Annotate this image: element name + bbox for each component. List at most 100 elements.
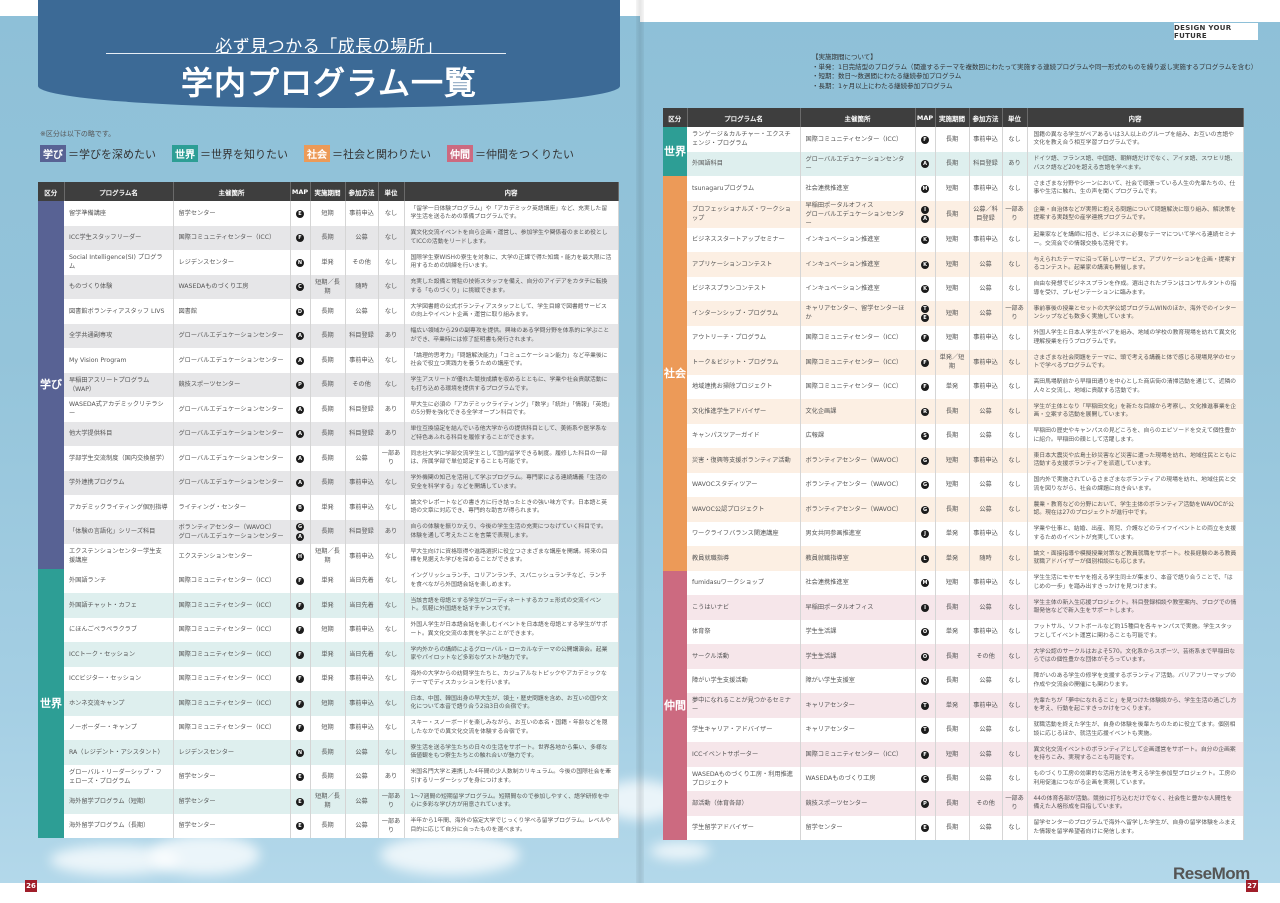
credit: なし	[1002, 570, 1028, 595]
page-title: 学内プログラム一覧	[180, 64, 478, 102]
credit: なし	[378, 568, 405, 593]
program-description: 学業や仕事と、結婚、出産、育児、介護などのライフイベントとの両立を支援するための…	[1027, 521, 1244, 546]
map-marker: F	[290, 225, 311, 250]
table-row: WASEDA式アカデミックリテラシー グローバルエデュケーションセンター A 長期 科目…	[38, 397, 619, 422]
program-description: 高田馬場駅前から早稲田通りを中心とした商店街の清掃活動を通じて、近隣の人々と交流…	[1027, 374, 1244, 399]
program-description: 早大生に必須の「アカデミックライティング」「数学」「統計」「情報」「英語」の5分…	[404, 397, 619, 422]
join-method: 事前申込	[969, 176, 1003, 201]
credit: なし	[378, 666, 405, 691]
legend-item-shakai: 社会 ＝社会と関わりたい	[304, 145, 431, 162]
map-location-icon: T	[921, 726, 929, 734]
program-description: 自由な発想でビジネスプランを作成。選出されたプランはコンサルタントの指導を受け、…	[1027, 276, 1244, 301]
map-marker: M	[915, 570, 936, 595]
program-description: 自らの体験を振りかえり、今後の学生生活の充実につなげていく科目です。体験を通して…	[404, 519, 619, 544]
map-marker: GA	[290, 519, 311, 544]
table-row: WAVOCスタディツアー ボランティアセンター（WAVOC） G 短期 公募 なし 国内外で…	[663, 472, 1244, 497]
host-office: キャリアセンター	[800, 717, 916, 742]
join-method: 事前申込	[969, 374, 1003, 399]
program-description: さまざまな社会問題をテーマに、頭で考える講義と体で感じる現場見学のセットで学べる…	[1027, 350, 1244, 375]
program-name: アウトリーチ・プログラム	[687, 325, 801, 350]
join-method: 公募	[969, 717, 1003, 742]
top-margin-right	[640, 0, 1280, 22]
map-marker: N	[290, 250, 311, 275]
table-row: 外国語科目 グローバルエデュケーションセンター A 長期 科目登録 あり ドイツ語、フランス…	[663, 151, 1244, 176]
credit: なし	[1002, 766, 1028, 791]
program-description: 「留学一日体験プログラム」や「アカデミック英語講座」など、充実した留学生活を送る…	[404, 201, 619, 226]
table-row: 学生キャリア・アドバイザー キャリアセンター T 長期 公募 なし 就職活動を終えた学生が、…	[663, 717, 1244, 742]
program-name: 他大学提供科目	[64, 421, 174, 446]
program-description: スキー・スノーボードを楽しみながら、お互いの本名・国籍・年齢などを隠したなかでの…	[404, 715, 619, 740]
credit: なし	[378, 740, 405, 765]
table-row: ビジネススタートアップセミナー インキュベーション推進室 K 短期 事前申込 なし 起業家な…	[663, 227, 1244, 252]
program-name: 体育祭	[687, 619, 801, 644]
program-name: 「体験の言語化」シリーズ科目	[64, 519, 174, 544]
map-marker: A	[290, 421, 311, 446]
map-marker: T	[915, 717, 936, 742]
map-marker: F	[290, 691, 311, 716]
host-office: 国際コミュニティセンター（ICC）	[173, 642, 291, 667]
join-method: 公募／科目登録	[969, 200, 1003, 228]
period: 長期	[935, 791, 970, 816]
period: 長期	[935, 766, 970, 791]
join-method: 公募	[345, 740, 379, 765]
period-note: 【実施期間について】 ・単発：1日完結型のプログラム（関連するテーマを複数回にわ…	[812, 53, 1257, 91]
table-row: 外国語チャット・カフェ 国際コミュニティセンター（ICC） F 単発 当日先着 なし 当該言…	[38, 593, 619, 618]
host-office: グローバルエデュケーションセンター	[173, 421, 291, 446]
map-marker: E	[915, 815, 936, 840]
page-number-right: 27	[1246, 880, 1258, 892]
program-description: 異文化交流イベントのボランティアとして企画運営をサポート。自分の企画案を持ちこみ…	[1027, 742, 1244, 767]
map-marker: S	[915, 423, 936, 448]
host-office: レジデンスセンター	[173, 740, 291, 765]
program-description: 学生が主体となり「早稲田文化」を新たな目線から考察し、文化推進事業を企画・立案す…	[1027, 399, 1244, 424]
watermark-logo: ReseMom	[1173, 864, 1250, 883]
page-gutter	[636, 0, 644, 883]
map-location-icon: F	[296, 626, 304, 634]
join-method: 公募	[345, 225, 379, 250]
header-map: MAP	[915, 108, 936, 127]
credit: なし	[378, 495, 405, 520]
map-location-icon: F	[296, 724, 304, 732]
period: 長期	[935, 497, 970, 522]
credit: なし	[1002, 252, 1028, 277]
table-row: こうはいナビ 早稲田ポータルオフィス I 長期 公募 なし 学生主体の新入生応援プロジェクト…	[663, 595, 1244, 620]
program-name: 障がい学生支援活動	[687, 668, 801, 693]
period: 長期	[935, 127, 970, 152]
header-content: 内容	[1027, 108, 1244, 127]
map-location-icon: F	[921, 383, 929, 391]
join-method: 科目登録	[969, 151, 1003, 176]
table-row: エクステンションセンター学生支援講座 エクステンションセンター H 短期／長期 事前申込…	[38, 544, 619, 569]
period: 長期	[310, 348, 346, 373]
category-cell-sekai: 世界	[38, 568, 64, 838]
period: 短期	[310, 201, 346, 226]
legend-tag: 社会	[304, 145, 330, 162]
credit: なし	[1002, 693, 1028, 718]
table-row: 社会 tsunagaruプログラム 社会連携推進室 M 短期 事前申込 なし さまざまな分野や…	[663, 176, 1244, 571]
join-method: 公募	[969, 815, 1003, 840]
program-description: 「論理的思考力」「問題解決能力」「コミュニケーション能力」など卒業後に社会で役立…	[404, 348, 619, 373]
map-location-icon: F	[296, 601, 304, 610]
table-row: 全学共通副専攻 グローバルエデュケーションセンター A 長期 科目登録 あり 幅広い領域から…	[38, 323, 619, 348]
host-office: 早稲田ポータルオフィス グローバルエデュケーションセンター	[800, 200, 916, 228]
program-description: 早大生向けに資格取得や進路選択に役立つさまざまな講座を開講。将来の目標を見据えた…	[404, 544, 619, 569]
join-method: 当日先着	[345, 642, 379, 667]
credit: なし	[378, 544, 405, 569]
host-office: 学生生活課	[800, 619, 916, 644]
map-marker: F	[915, 127, 936, 152]
table-row: ICCビジター・セッション 国際コミュニティセンター（ICC） F 単発 事前申込 なし海…	[38, 666, 619, 691]
credit: なし	[1002, 399, 1028, 424]
credit: なし	[378, 201, 405, 226]
map-location-icon: E	[296, 773, 304, 781]
header-host: 主催箇所	[173, 182, 291, 201]
join-method: 事前申込	[969, 521, 1003, 546]
credit: なし	[1002, 815, 1028, 840]
program-description: 幅広い領域から29の副専攻を提供。興味のある学問分野を体系的に学ぶことができ、卒…	[404, 323, 619, 348]
map-location-icon: N	[296, 748, 304, 757]
host-office: 留学センター	[173, 789, 291, 814]
host-office: 国際コミュニティセンター（ICC）	[173, 691, 291, 716]
map-marker: F	[290, 715, 311, 740]
join-method: 事前申込	[345, 544, 379, 569]
program-description: 当該言語を母語とする学生がコーディネートするカフェ形式の交流イベント。気軽に外国…	[404, 593, 619, 618]
header-method: 参加方法	[969, 108, 1003, 127]
legend-item-manabi: 学び ＝学びを深めたい	[40, 145, 156, 162]
